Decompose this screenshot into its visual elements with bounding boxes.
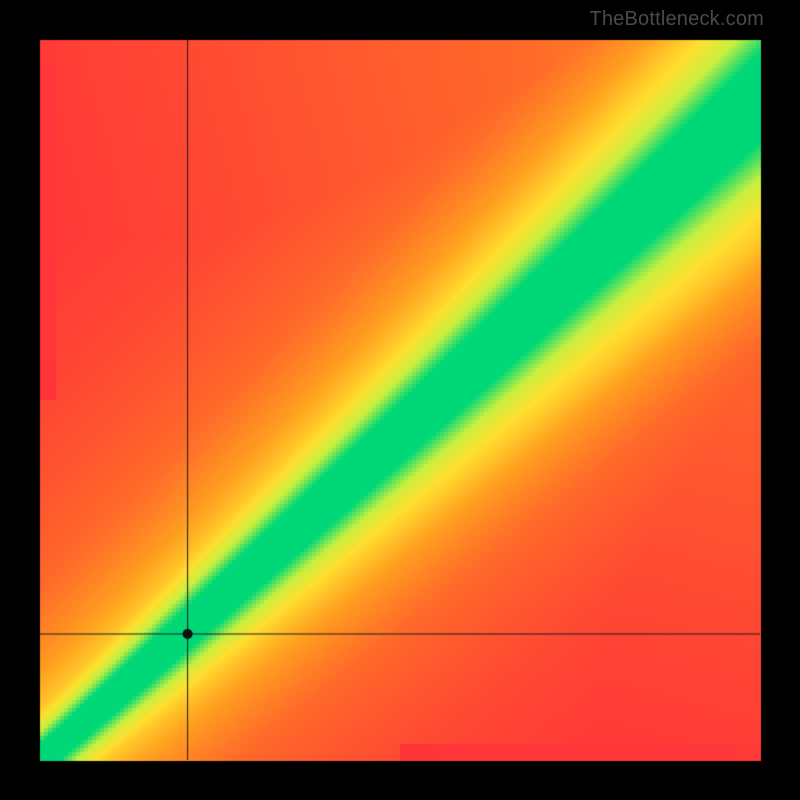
chart-container: TheBottleneck.com bbox=[0, 0, 800, 800]
heatmap-canvas bbox=[0, 0, 800, 800]
watermark: TheBottleneck.com bbox=[589, 8, 764, 31]
